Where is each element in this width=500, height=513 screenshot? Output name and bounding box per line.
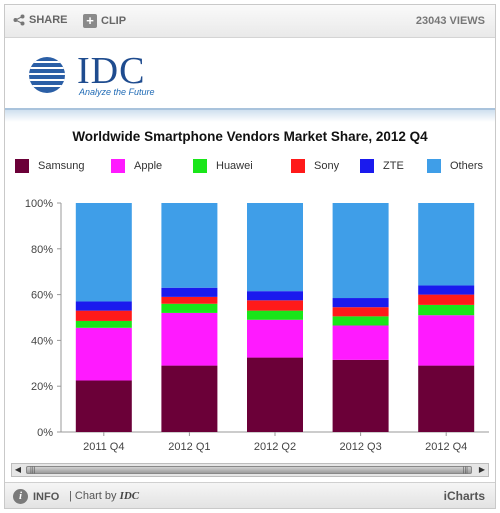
legend-item-huawei[interactable]: Huawei (193, 159, 253, 173)
bar-segment-sony-2012-q4[interactable] (418, 294, 475, 305)
clip-icon: + (83, 14, 97, 28)
chart-by-brand: IDC (119, 490, 140, 502)
share-label: SHARE (29, 14, 68, 26)
header-band (5, 110, 495, 122)
bottom-toolbar: i INFO | Chart by IDC iCharts (5, 482, 495, 508)
legend-swatch (427, 159, 441, 173)
bar-segment-others-2012-q2[interactable] (247, 203, 303, 292)
bar-segment-others-2011-q4[interactable] (75, 203, 132, 302)
info-icon: i (13, 489, 28, 504)
clip-label: CLIP (101, 15, 127, 27)
bar-segment-sony-2012-q1[interactable] (161, 296, 218, 304)
info-button[interactable]: i INFO (13, 489, 59, 504)
share-button[interactable]: SHARE (13, 14, 68, 26)
y-tick-label: 60% (31, 290, 53, 302)
bar-segment-others-2012-q1[interactable] (161, 203, 218, 288)
legend-label: Huawei (216, 160, 253, 172)
legend-swatch (111, 159, 125, 173)
y-tick-label: 40% (31, 335, 53, 347)
grip-left-icon: ||| (30, 467, 36, 474)
bar-segment-huawei-2012-q2[interactable] (247, 310, 303, 320)
legend-label: Apple (134, 160, 163, 172)
bar-segment-zte-2012-q4[interactable] (418, 285, 475, 295)
view-count: 23043 VIEWS (415, 15, 485, 27)
bar-segment-huawei-2011-q4[interactable] (75, 320, 132, 328)
bar-segment-apple-2012-q3[interactable] (332, 325, 389, 360)
x-tick-label: 2012 Q1 (168, 441, 210, 453)
top-toolbar: SHARE + CLIP 23043 VIEWS (5, 5, 495, 38)
horizontal-scrollbar[interactable]: ◀ ||| ||| ▶ (11, 463, 489, 477)
legend-label: Sony (314, 160, 340, 172)
y-tick-label: 0% (37, 427, 53, 439)
legend-item-others[interactable]: Others (427, 159, 483, 173)
idc-logo: IDC Analyze the Future (25, 50, 165, 103)
stacked-bar-chart: 0% 20% 40% 60% 80% 100% 2011 Q4 2012 Q1 2012 Q2 2… (25, 198, 489, 453)
bar-segment-huawei-2012-q3[interactable] (332, 316, 389, 326)
legend-label: Others (450, 160, 484, 172)
icharts-brand[interactable]: iCharts (443, 489, 485, 503)
bar-segment-huawei-2012-q1[interactable] (161, 303, 218, 313)
bar-segment-samsung-2012-q1[interactable] (161, 365, 218, 432)
bar-segment-zte-2011-q4[interactable] (75, 301, 132, 311)
legend-label: Samsung (38, 160, 85, 172)
bar-segment-samsung-2012-q3[interactable] (332, 359, 389, 432)
bar-segment-samsung-2011-q4[interactable] (75, 380, 132, 432)
bar-segment-apple-2012-q1[interactable] (161, 312, 218, 366)
bar-segment-zte-2012-q1[interactable] (161, 287, 218, 297)
clip-button[interactable]: + CLIP (83, 14, 126, 28)
bar-segment-apple-2011-q4[interactable] (75, 327, 132, 381)
chart-by-credit[interactable]: | Chart by IDC (69, 490, 139, 502)
bar-segment-samsung-2012-q2[interactable] (247, 357, 303, 432)
globe-icon (29, 57, 65, 93)
logo-wordmark: IDC (77, 50, 146, 92)
bar-segment-apple-2012-q2[interactable] (247, 319, 303, 358)
legend-item-samsung[interactable]: Samsung (15, 159, 84, 173)
info-label: INFO (33, 490, 60, 503)
legend-swatch (360, 159, 374, 173)
bar-segment-huawei-2012-q4[interactable] (418, 304, 475, 316)
y-tick-label: 80% (31, 244, 53, 256)
y-tick-label: 100% (25, 198, 53, 210)
bar-segment-sony-2012-q3[interactable] (332, 307, 389, 317)
chart-legend: Samsung Apple Huawei Sony ZTE Others (15, 159, 495, 179)
legend-item-zte[interactable]: ZTE (360, 159, 404, 173)
logo-tagline: Analyze the Future (79, 87, 155, 97)
share-icon (13, 14, 25, 26)
chart-widget: SHARE + CLIP 23043 VIEWS IDC Analyze the… (4, 4, 496, 509)
x-tick-label: 2011 Q4 (83, 441, 124, 453)
x-tick-label: 2012 Q3 (339, 441, 381, 453)
bar-segment-zte-2012-q3[interactable] (332, 298, 389, 308)
y-tick-label: 20% (31, 381, 53, 393)
grip-right-icon: ||| (462, 467, 468, 474)
x-tick-label: 2012 Q4 (425, 441, 467, 453)
bar-segment-sony-2011-q4[interactable] (75, 310, 132, 321)
bar-segment-apple-2012-q4[interactable] (418, 315, 475, 366)
legend-swatch (291, 159, 305, 173)
legend-swatch (193, 159, 207, 173)
bar-segment-samsung-2012-q4[interactable] (418, 365, 475, 432)
bar-segment-sony-2012-q2[interactable] (247, 300, 303, 311)
bar-segment-zte-2012-q2[interactable] (247, 291, 303, 301)
header-divider (5, 108, 495, 110)
bar-segment-others-2012-q4[interactable] (418, 203, 475, 286)
scroll-thumb[interactable]: ||| ||| (26, 466, 472, 474)
legend-label: ZTE (383, 160, 404, 172)
x-tick-label: 2012 Q2 (254, 441, 296, 453)
scroll-left-icon[interactable]: ◀ (14, 465, 22, 474)
legend-item-apple[interactable]: Apple (111, 159, 162, 173)
bar-segment-others-2012-q3[interactable] (332, 203, 389, 299)
chart-title: Worldwide Smartphone Vendors Market Shar… (72, 129, 428, 144)
legend-swatch (15, 159, 29, 173)
legend-item-sony[interactable]: Sony (291, 159, 339, 173)
scroll-right-icon[interactable]: ▶ (478, 465, 486, 474)
chart-by-prefix: | Chart by (69, 490, 117, 502)
